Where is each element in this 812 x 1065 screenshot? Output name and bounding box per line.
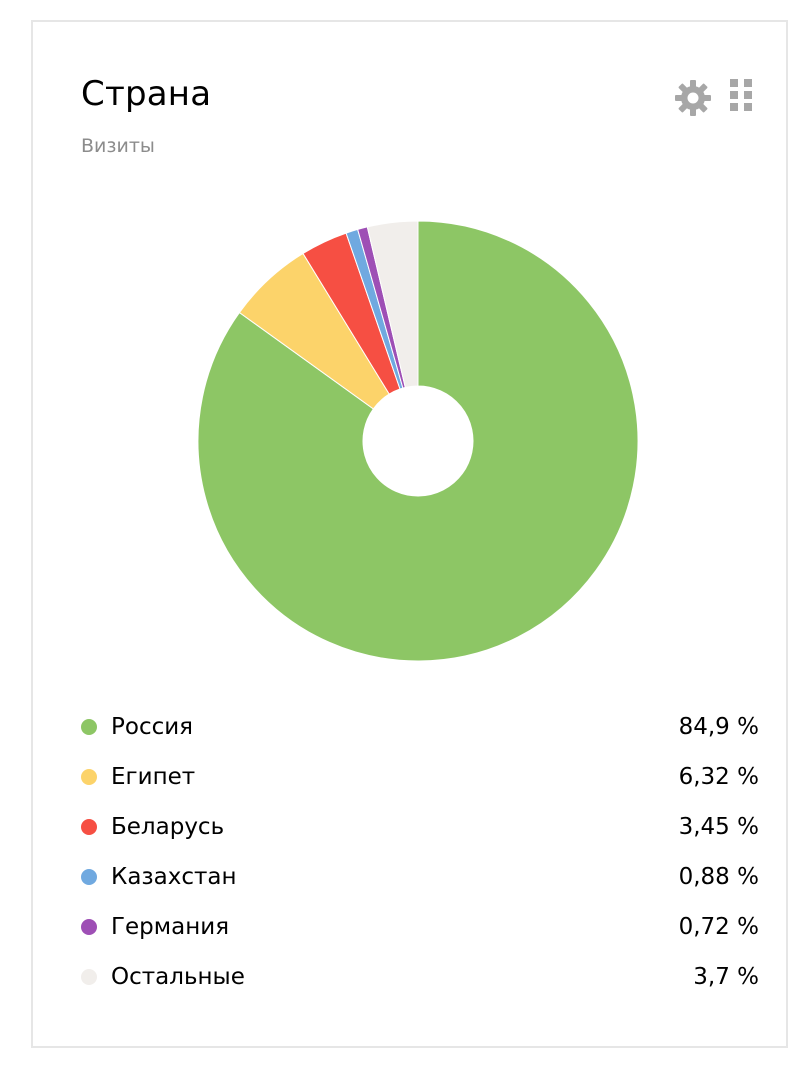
legend-color-dot xyxy=(81,869,97,885)
legend-color-dot xyxy=(81,719,97,735)
legend-color-dot xyxy=(81,969,97,985)
donut-chart xyxy=(197,220,639,662)
legend-value: 3,7 % xyxy=(693,964,759,990)
gear-icon[interactable] xyxy=(673,78,713,118)
legend-label: Остальные xyxy=(111,964,245,990)
legend-value: 6,32 % xyxy=(678,764,759,790)
legend-item[interactable]: Египет 6,32 % xyxy=(81,752,759,802)
legend-item[interactable]: Россия 84,9 % xyxy=(81,702,759,752)
legend-item[interactable]: Германия 0,72 % xyxy=(81,902,759,952)
legend-value: 0,72 % xyxy=(678,914,759,940)
pie-slice-1[interactable] xyxy=(197,220,639,662)
legend-value: 84,9 % xyxy=(678,714,759,740)
legend-label: Германия xyxy=(111,914,230,940)
legend-label: Казахстан xyxy=(111,864,237,890)
widget-card: Страна Визиты Россия 84,9 % Египет 6,32 % Бе… xyxy=(31,20,788,1048)
legend-item[interactable]: Беларусь 3,45 % xyxy=(81,802,759,852)
legend-item[interactable]: Казахстан 0,88 % xyxy=(81,852,759,902)
legend-label: Беларусь xyxy=(111,814,225,840)
legend-color-dot xyxy=(81,919,97,935)
legend-label: Россия xyxy=(111,714,194,740)
legend-item[interactable]: Остальные 3,7 % xyxy=(81,952,759,1002)
legend-value: 0,88 % xyxy=(678,864,759,890)
drag-grip-icon[interactable] xyxy=(730,79,752,111)
chart-legend: Россия 84,9 % Египет 6,32 % Беларусь 3,45 % Ка… xyxy=(81,702,759,1002)
widget-subtitle: Визиты xyxy=(81,135,155,157)
legend-color-dot xyxy=(81,819,97,835)
widget-title: Страна xyxy=(81,74,212,114)
legend-color-dot xyxy=(81,769,97,785)
legend-label: Египет xyxy=(111,764,196,790)
legend-value: 3,45 % xyxy=(678,814,759,840)
pie-slice-6[interactable] xyxy=(366,220,419,389)
